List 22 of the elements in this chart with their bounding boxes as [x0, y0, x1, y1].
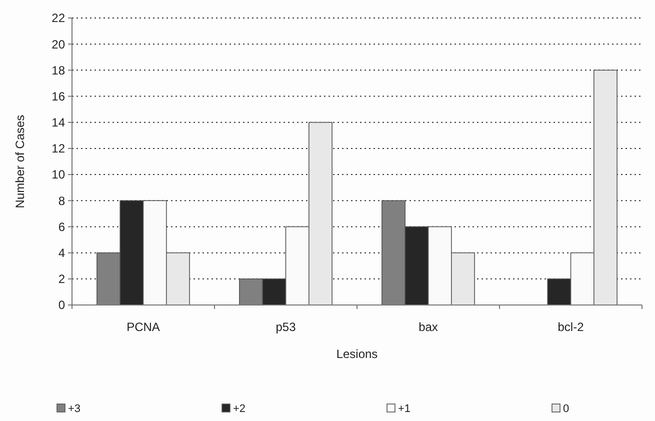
x-tick-label: bax: [418, 320, 438, 334]
y-tick-label: 18: [52, 63, 66, 78]
x-tick-label: PCNA: [126, 320, 160, 334]
y-axis-title: Number of Cases: [13, 114, 27, 208]
y-tick-label: 8: [58, 194, 66, 208]
y-tick-label: 10: [52, 168, 66, 182]
legend-label: +3: [68, 403, 81, 415]
y-tick-label: 2: [58, 272, 66, 286]
y-tick-label: 14: [52, 116, 66, 130]
y-tick-label: 12: [52, 142, 66, 156]
legend-label: +2: [233, 403, 246, 415]
y-tick-label: 20: [52, 37, 66, 52]
y-tick-label: 22: [52, 11, 66, 26]
legend-label: +1: [398, 403, 411, 415]
x-tick-label: p53: [276, 320, 296, 334]
x-axis-title: Lesions: [336, 347, 378, 361]
legend-label: 0: [563, 403, 570, 415]
y-tick-label: 0: [58, 298, 66, 312]
y-tick-label: 16: [52, 89, 66, 104]
y-tick-label: 6: [58, 220, 66, 234]
x-tick-label: bcl-2: [558, 320, 584, 334]
y-tick-label: 4: [58, 246, 66, 260]
